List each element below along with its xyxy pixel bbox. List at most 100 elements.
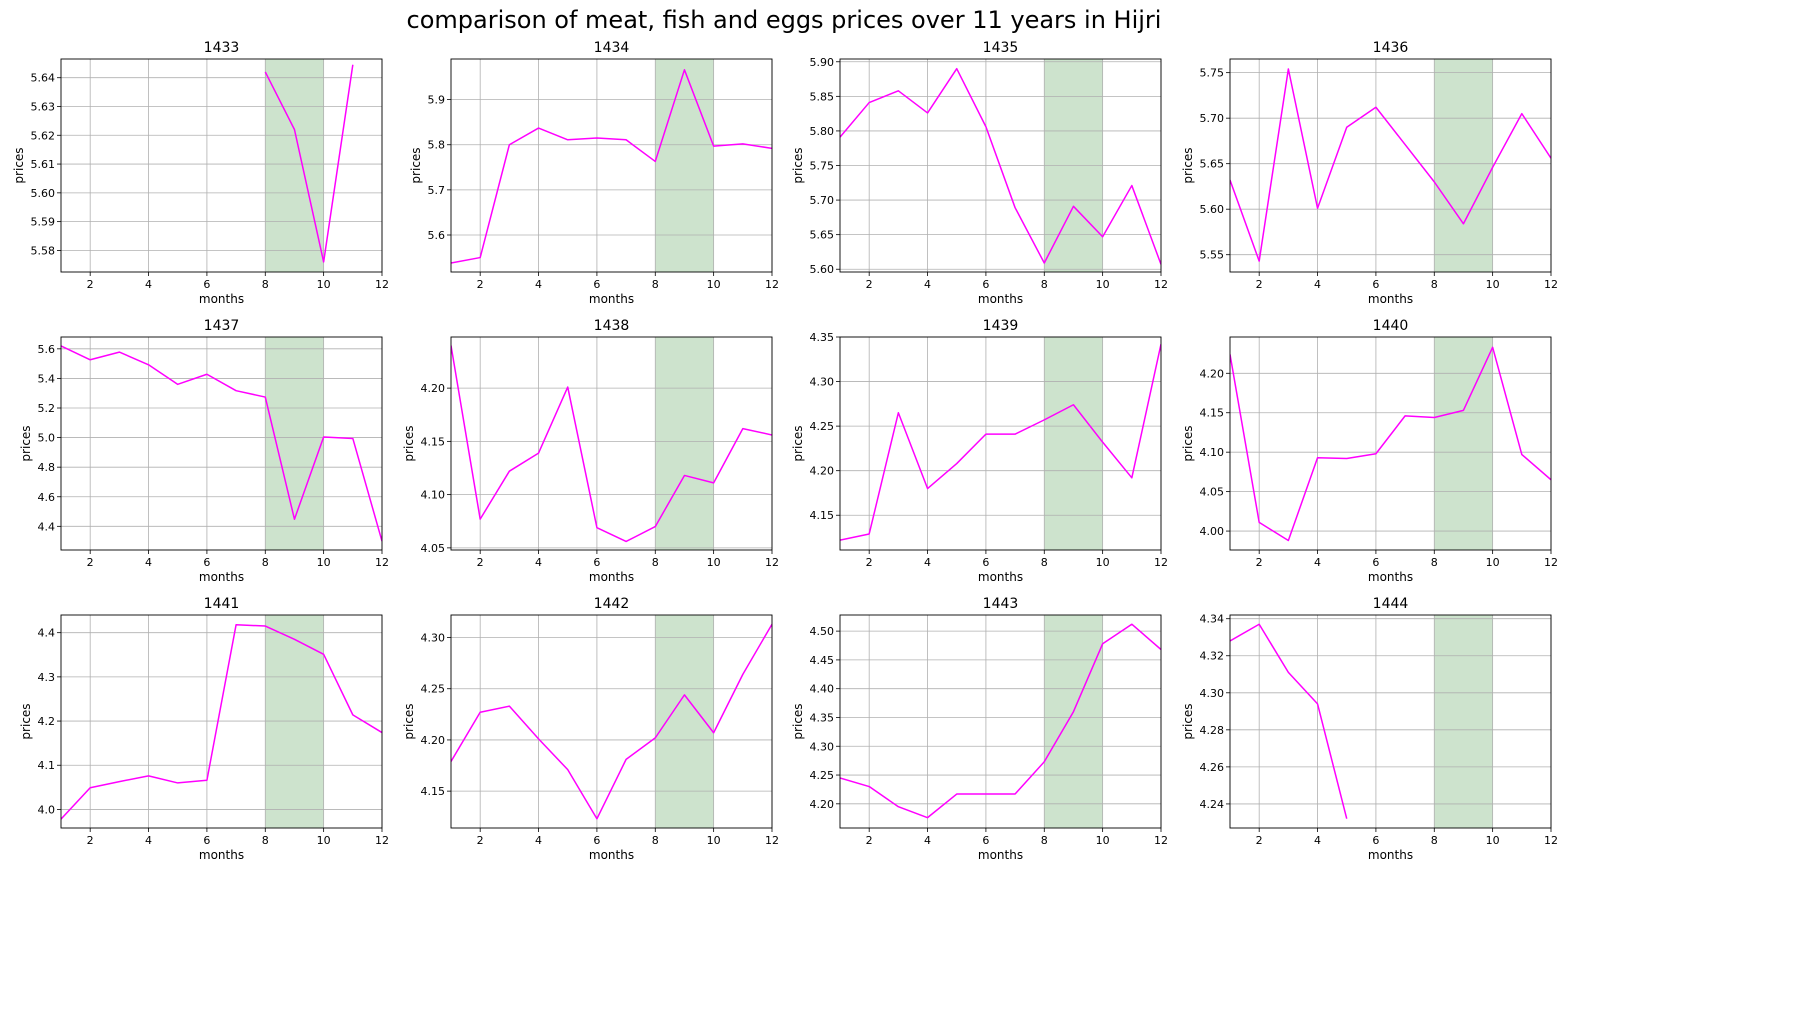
data-point (1042, 418, 1046, 422)
data-point (1101, 235, 1105, 239)
y-tick-label: 4.6 (38, 491, 56, 504)
x-tick-label: 12 (1544, 278, 1558, 291)
data-point (682, 68, 686, 72)
y-tick-label: 4.10 (1200, 446, 1225, 459)
price-line (1230, 623, 1348, 819)
axes-frame (839, 336, 1162, 551)
data-point (1013, 206, 1017, 210)
x-tick-label: 10 (1486, 278, 1500, 291)
y-tick-label: 4.10 (421, 489, 446, 502)
x-tick-label: 6 (593, 556, 600, 569)
y-tick-label: 5.8 (428, 139, 446, 152)
subplot-title: 1440 (1373, 318, 1409, 334)
subplot-title: 1433 (204, 40, 240, 56)
data-point (1013, 432, 1017, 436)
highlight-band (1434, 59, 1493, 272)
data-point (537, 451, 541, 455)
subplot-title: 1443 (983, 596, 1019, 612)
x-tick-label: 12 (375, 278, 389, 291)
data-point (1257, 622, 1261, 626)
x-tick-label: 12 (1544, 834, 1558, 847)
x-tick-label: 2 (1256, 834, 1263, 847)
data-point (984, 792, 988, 796)
data-point (292, 128, 296, 132)
x-tick-label: 8 (1041, 278, 1048, 291)
x-tick-label: 4 (924, 556, 931, 569)
figure-title: comparison of meat, fish and eggs prices… (406, 6, 1162, 34)
x-tick-label: 10 (1486, 834, 1500, 847)
highlight-band (1044, 615, 1103, 828)
subplot-title: 1444 (1373, 596, 1409, 612)
y-tick-label: 4.3 (38, 671, 56, 684)
data-point (292, 637, 296, 641)
subplot-1444: 2 4 6 8 10 12 4.24 4.26 4.28 4.30 4.32 4.34 1444 mont… (1181, 596, 1558, 862)
data-point (1345, 125, 1349, 129)
price-line (840, 623, 1161, 819)
subplot-1436: 2 4 6 8 10 12 5.55 5.60 5.65 5.70 5.75 1436 months pr… (1181, 40, 1558, 306)
y-axis-label: prices (12, 147, 26, 183)
subplot-title: 1435 (983, 40, 1019, 56)
y-tick-label: 4.15 (421, 785, 446, 798)
x-tick-label: 8 (262, 278, 269, 291)
data-point (1345, 456, 1349, 460)
y-tick-label: 4.00 (1200, 525, 1225, 538)
data-point (88, 358, 92, 362)
data-point (955, 792, 959, 796)
x-tick-label: 2 (87, 834, 94, 847)
x-tick-label: 4 (924, 834, 931, 847)
x-tick-label: 4 (924, 278, 931, 291)
y-tick-label: 4.20 (1200, 367, 1225, 380)
data-point (263, 70, 267, 74)
y-tick-label: 4.50 (810, 625, 835, 638)
y-tick-label: 5.6 (428, 229, 446, 242)
y-tick-label: 5.64 (31, 72, 56, 85)
highlight-band (655, 337, 714, 550)
y-tick-label: 4.30 (810, 376, 835, 389)
y-tick-label: 4.30 (1200, 687, 1225, 700)
data-point (1345, 817, 1349, 821)
y-tick-label: 4.15 (421, 435, 446, 448)
y-tick-label: 5.60 (31, 187, 56, 200)
y-tick-label: 4.0 (38, 803, 56, 816)
data-point (507, 704, 511, 708)
price-line (61, 345, 382, 542)
x-axis-label: months (199, 848, 244, 862)
data-point (117, 350, 121, 354)
y-tick-label: 4.24 (1200, 798, 1225, 811)
y-tick-label: 4.45 (810, 654, 835, 667)
price-line (451, 623, 772, 820)
x-axis-label: months (589, 292, 634, 306)
y-tick-label: 5.59 (31, 216, 56, 229)
x-tick-label: 12 (765, 278, 779, 291)
subplot-1443: 2 4 6 8 10 12 4.20 4.25 4.30 4.35 4.40 4.45 4.50 1443… (791, 596, 1168, 862)
data-point (1374, 105, 1378, 109)
y-tick-label: 5.70 (810, 194, 835, 207)
x-tick-label: 8 (262, 556, 269, 569)
y-tick-label: 4.4 (38, 520, 56, 533)
x-tick-label: 6 (203, 278, 210, 291)
y-axis-label: prices (402, 425, 416, 461)
x-tick-label: 10 (1096, 278, 1110, 291)
axes-frame (450, 614, 773, 829)
x-axis-label: months (978, 570, 1023, 584)
y-tick-label: 4.26 (1200, 761, 1225, 774)
y-tick-label: 5.60 (810, 263, 835, 276)
data-point (712, 731, 716, 735)
price-line (61, 623, 382, 820)
x-tick-label: 10 (707, 278, 721, 291)
highlight-band (1434, 337, 1493, 550)
y-axis-label: prices (1181, 425, 1195, 461)
y-tick-label: 4.20 (421, 382, 446, 395)
x-tick-label: 10 (707, 556, 721, 569)
data-point (566, 768, 570, 772)
y-tick-label: 4.34 (1200, 613, 1225, 626)
y-axis-label: prices (409, 147, 423, 183)
subplot-title: 1434 (594, 40, 630, 56)
data-point (1101, 642, 1105, 646)
y-axis-label: prices (19, 703, 33, 739)
data-point (1316, 456, 1320, 460)
x-tick-label: 10 (1096, 834, 1110, 847)
data-point (896, 411, 900, 415)
y-tick-label: 4.25 (810, 769, 835, 782)
price-line (840, 343, 1161, 541)
